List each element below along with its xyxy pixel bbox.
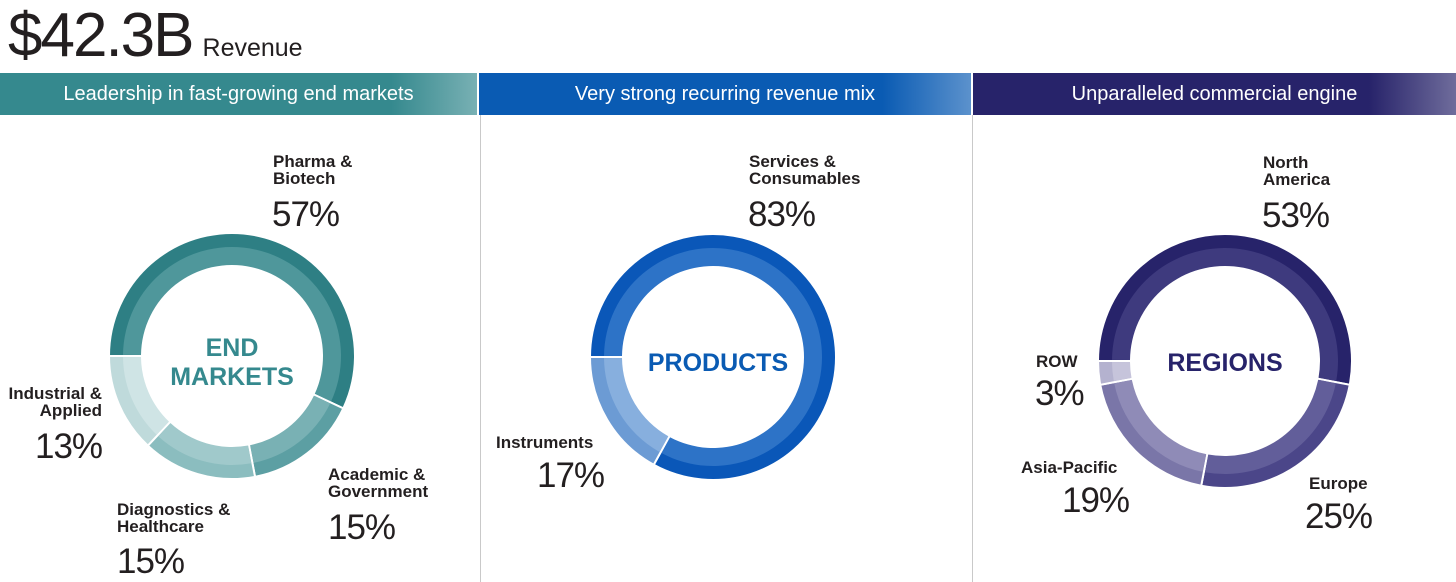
slice-pct-row: 3% bbox=[1035, 374, 1085, 413]
slice-pct-europe: 25% bbox=[1305, 497, 1373, 536]
donut-slice-inner-band bbox=[1112, 361, 1132, 382]
slice-label-academic: Academic & Government bbox=[328, 465, 429, 501]
donut-slice-europe bbox=[1200, 377, 1351, 489]
slice-label-services: Services & Consumables bbox=[749, 152, 861, 188]
donut-slice-industrial-applied bbox=[107, 355, 172, 448]
revenue-label: Revenue bbox=[202, 34, 303, 62]
regions-panel: REGIONS North America 53% Europe 25% Asi… bbox=[973, 115, 1453, 582]
slice-pct-industrial: 13% bbox=[35, 427, 103, 466]
slice-label-asia-pacific: Asia-Pacific bbox=[1021, 458, 1118, 477]
donut-slice-row bbox=[1096, 360, 1133, 386]
slice-pct-north-america: 53% bbox=[1262, 196, 1330, 235]
slice-pct-diagnostics: 15% bbox=[117, 542, 185, 581]
end-markets-panel: END MARKETS Pharma & Biotech 57% Academi… bbox=[0, 115, 480, 582]
slice-label-europe: Europe bbox=[1309, 474, 1368, 493]
donut-slice-services-consumables bbox=[588, 233, 837, 481]
slice-label-row: ROW bbox=[1036, 352, 1078, 371]
regions-center-label: REGIONS bbox=[1167, 349, 1283, 377]
donut-slice-inner-band bbox=[1114, 379, 1207, 472]
regions-donut bbox=[1096, 233, 1353, 489]
donut-slice-inner-band bbox=[249, 395, 331, 463]
slice-label-pharma: Pharma & Biotech bbox=[273, 152, 353, 188]
donut-slice-outer bbox=[588, 233, 837, 481]
revenue-headline: $42.3B Revenue bbox=[8, 0, 303, 72]
donut-slice-inner-band bbox=[123, 247, 341, 402]
slice-pct-services: 83% bbox=[748, 195, 816, 234]
slice-label-industrial: Industrial & Applied bbox=[8, 384, 102, 420]
band-regions-text: Unparalleled commercial engine bbox=[1071, 82, 1358, 105]
slice-pct-pharma: 57% bbox=[272, 195, 340, 234]
slice-label-diagnostics: Diagnostics & Healthcare bbox=[117, 500, 231, 536]
band-products: Very strong recurring revenue mix bbox=[479, 73, 971, 115]
products-donut bbox=[588, 233, 837, 481]
panel-divider bbox=[972, 115, 973, 582]
slice-pct-academic: 15% bbox=[328, 508, 396, 547]
band-regions: Unparalleled commercial engine bbox=[973, 73, 1456, 115]
donut-slice-north-america bbox=[1096, 233, 1353, 386]
products-center-label: PRODUCTS bbox=[647, 349, 789, 377]
products-panel: PRODUCTS Services & Consumables 83% Inst… bbox=[481, 115, 961, 582]
slice-pct-asia-pacific: 19% bbox=[1062, 481, 1130, 520]
revenue-value: $42.3B bbox=[8, 1, 195, 70]
donut-slice-inner-band bbox=[1204, 379, 1336, 474]
donut-slice-inner-band bbox=[604, 357, 669, 452]
donut-slice-inner-band bbox=[123, 356, 170, 435]
slice-label-instruments: Instruments bbox=[496, 433, 594, 452]
end-markets-center-label: END MARKETS bbox=[170, 334, 294, 391]
donut-slice-inner-band bbox=[158, 422, 252, 465]
donut-slice-inner-band bbox=[1112, 248, 1338, 382]
donut-slice-pharma-biotech bbox=[107, 232, 356, 410]
band-end-markets-text: Leadership in fast-growing end markets bbox=[63, 82, 414, 105]
band-products-text: Very strong recurring revenue mix bbox=[574, 82, 876, 105]
donut-slice-instruments bbox=[588, 356, 671, 467]
end-markets-donut bbox=[107, 232, 356, 480]
slice-pct-instruments: 17% bbox=[537, 456, 605, 495]
donut-slice-diagnostics-healthcare bbox=[146, 420, 257, 480]
slice-label-north-america: North America bbox=[1263, 153, 1331, 189]
band-end-markets: Leadership in fast-growing end markets bbox=[0, 73, 477, 115]
panel-divider bbox=[480, 115, 481, 582]
